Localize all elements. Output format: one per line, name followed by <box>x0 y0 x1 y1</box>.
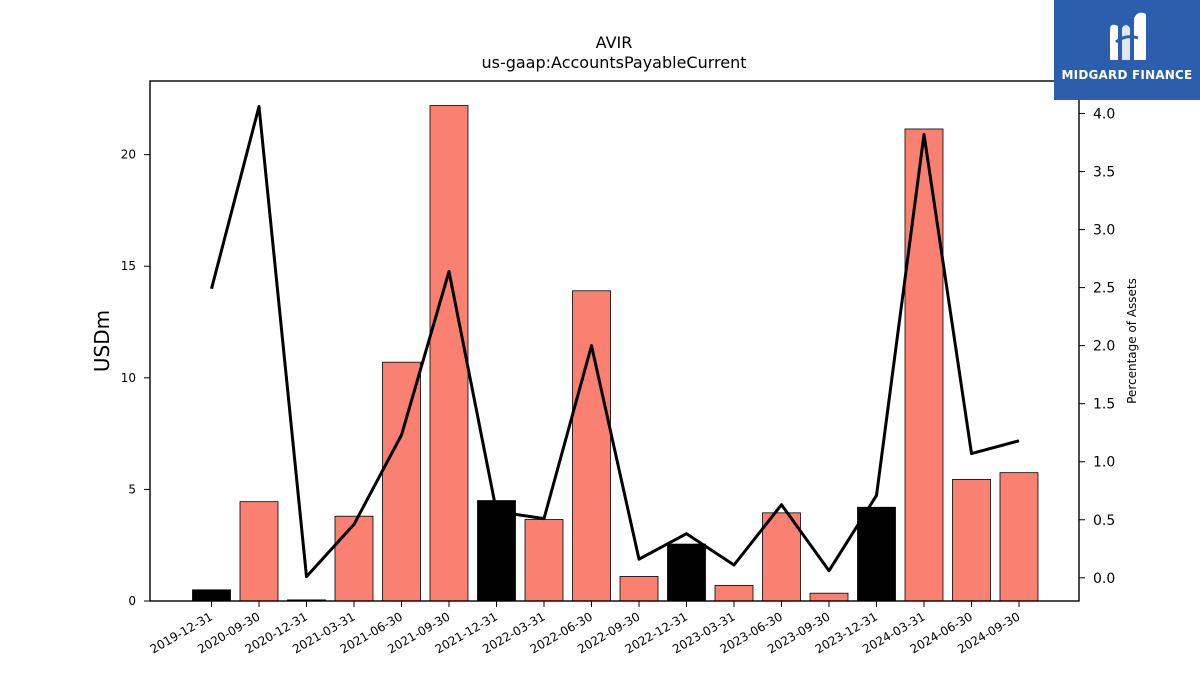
y2-axis-label: Percentage of Assets <box>1125 278 1139 404</box>
bar-2021-06-30 <box>382 361 421 602</box>
right-axis-ticks: 0.0 0.5 1.0 1.5 2.0 2.5 3.0 3.5 4.0 <box>1079 107 1115 587</box>
bar-2023-09-30 <box>809 592 849 602</box>
chart-title: AVIR <box>596 33 633 52</box>
y2-tick-label: 0.0 <box>1093 571 1115 587</box>
logo-mark-icon <box>1110 12 1146 61</box>
y2-tick-label: 2.5 <box>1093 281 1115 297</box>
y2-tick-label: 2.0 <box>1093 339 1115 355</box>
plot-frame <box>149 80 1080 602</box>
y-tick-label: 20 <box>121 148 136 162</box>
left-axis-ticks: 0 5 10 15 20 <box>121 148 150 608</box>
y2-tick-label: 3.0 <box>1093 223 1115 239</box>
chart-subtitle: us-gaap:AccountsPayableCurrent <box>481 53 746 72</box>
y2-tick-label: 0.5 <box>1093 513 1115 529</box>
y-tick-label: 10 <box>121 371 136 385</box>
y-tick-label: 5 <box>128 482 136 496</box>
y-tick-label: 15 <box>121 259 136 273</box>
bar-2023-12-31 <box>857 506 896 602</box>
bar-2020-09-30 <box>239 501 279 602</box>
logo: MIDGARD FINANCE <box>1054 0 1200 100</box>
x-axis-ticks: 2019-12-312020-09-302020-12-312021-03-31… <box>148 601 1023 656</box>
y-axis-label: USDm <box>90 310 114 372</box>
percentage-line <box>210 105 1020 579</box>
bar-2022-12-31 <box>667 543 706 602</box>
y2-tick-label: 1.5 <box>1093 397 1115 413</box>
y2-tick-label: 3.5 <box>1093 165 1115 181</box>
y2-tick-label: 4.0 <box>1093 107 1115 123</box>
bar-2022-06-30 <box>572 290 611 602</box>
bar-2023-06-30 <box>762 512 801 602</box>
y2-tick-label: 1.0 <box>1093 455 1115 471</box>
bar-2021-03-31 <box>334 515 374 602</box>
bar-series <box>192 105 1039 602</box>
bar-2024-06-30 <box>952 478 991 602</box>
bar-2024-09-30 <box>999 472 1039 602</box>
logo-text: MIDGARD FINANCE <box>1061 68 1193 82</box>
bar-2022-09-30 <box>619 576 659 602</box>
line-series <box>210 105 1020 579</box>
bar-2024-03-31 <box>904 128 944 602</box>
bar-2023-03-31 <box>714 584 754 602</box>
bar-2021-12-31 <box>477 500 516 602</box>
bar-2019-12-31 <box>192 589 231 602</box>
bar-2021-09-30 <box>429 105 469 602</box>
y-tick-label: 0 <box>128 594 136 608</box>
bar-2022-03-31 <box>524 519 564 602</box>
